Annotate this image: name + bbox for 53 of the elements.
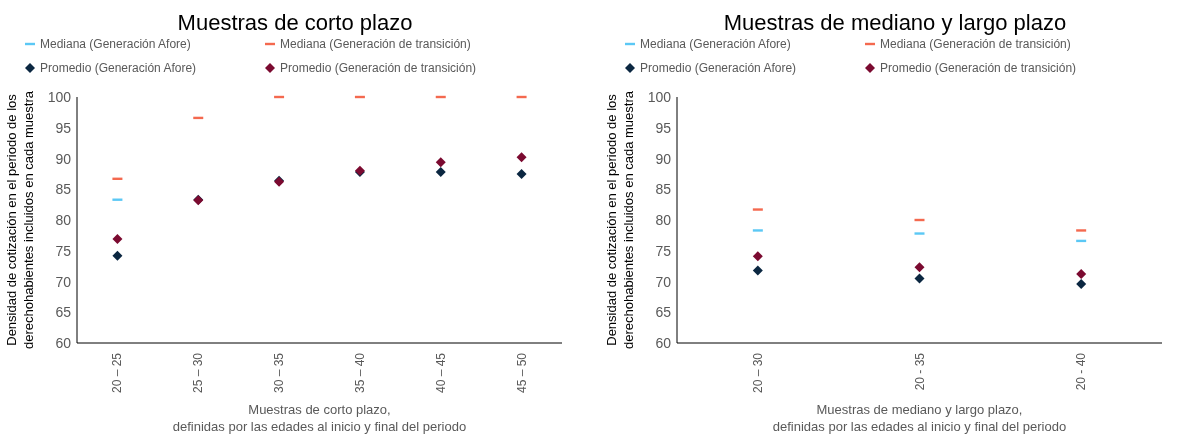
y-tick-label: 80 <box>55 212 72 228</box>
point <box>435 157 446 168</box>
x-tick-label: 40 – 45 <box>433 352 448 394</box>
point <box>914 273 925 284</box>
x-tick-label: 30 – 35 <box>272 352 287 394</box>
y-axis-title: Densidad de cotización en el periodo de los derechohabientes incluidos en cada muestra <box>604 90 636 350</box>
x-tick-label: 20 – 30 <box>750 352 765 394</box>
y-tick-label: 75 <box>655 242 672 259</box>
x-tick-label: 35 – 40 <box>352 352 367 394</box>
y-tick-label: 85 <box>55 181 72 198</box>
y-tick-label: 80 <box>655 212 672 228</box>
y-tick-label: 65 <box>655 304 672 321</box>
chart-title: Muestras de corto plazo <box>177 10 413 35</box>
point <box>516 152 527 163</box>
point <box>112 234 123 245</box>
x-tick-label: 25 – 30 <box>191 352 206 394</box>
y-tick-label: 75 <box>55 242 72 259</box>
legend-label: Promedio (Generación de transición) <box>280 61 477 75</box>
y-tick-label: 65 <box>55 304 72 321</box>
y-tick-label: 70 <box>655 273 672 290</box>
point <box>752 265 763 276</box>
y-tick-label: 70 <box>55 273 72 290</box>
x-tick-label: 20 - 35 <box>912 352 927 391</box>
legend-label: Mediana (Generación de transición) <box>280 37 471 51</box>
point <box>914 262 925 273</box>
y-axis-title: Densidad de cotización en el periodo de los derechohabientes incluidos en cada muestra <box>4 90 36 350</box>
x-axis-title: Muestras de corto plazo, definidas por las edades al inicio y final del periodo <box>172 402 467 434</box>
point <box>112 250 123 261</box>
legend-label: Mediana (Generación Afore) <box>640 37 791 51</box>
legend-label: Promedio (Generación Afore) <box>640 61 797 75</box>
x-tick-label: 20 - 40 <box>1074 352 1089 391</box>
y-tick-label: 90 <box>55 150 72 167</box>
point <box>1076 278 1087 289</box>
y-tick-label: 100 <box>47 89 72 105</box>
legend-label: Mediana (Generación de transición) <box>880 37 1071 51</box>
y-tick-label: 85 <box>655 181 672 198</box>
point <box>435 167 446 178</box>
point <box>516 168 527 179</box>
y-tick-label: 95 <box>55 119 72 136</box>
x-tick-label: 45 – 50 <box>514 352 529 394</box>
point <box>752 251 763 262</box>
legend-label: Promedio (Generación de transición) <box>880 61 1077 75</box>
legend-label: Promedio (Generación Afore) <box>40 61 197 75</box>
x-tick-label: 20 – 25 <box>110 352 125 394</box>
y-tick-label: 60 <box>55 335 72 351</box>
y-tick-label: 100 <box>647 89 672 105</box>
y-tick-label: 60 <box>655 335 672 351</box>
y-tick-label: 90 <box>655 150 672 167</box>
legend-label: Mediana (Generación Afore) <box>40 37 191 51</box>
x-axis-title: Muestras de mediano y largo plazo, definidas por las edades al inicio y final del periodo <box>772 402 1067 434</box>
chart-title: Muestras de mediano y largo plazo <box>723 10 1067 35</box>
y-tick-label: 95 <box>655 119 672 136</box>
point <box>1076 269 1087 280</box>
